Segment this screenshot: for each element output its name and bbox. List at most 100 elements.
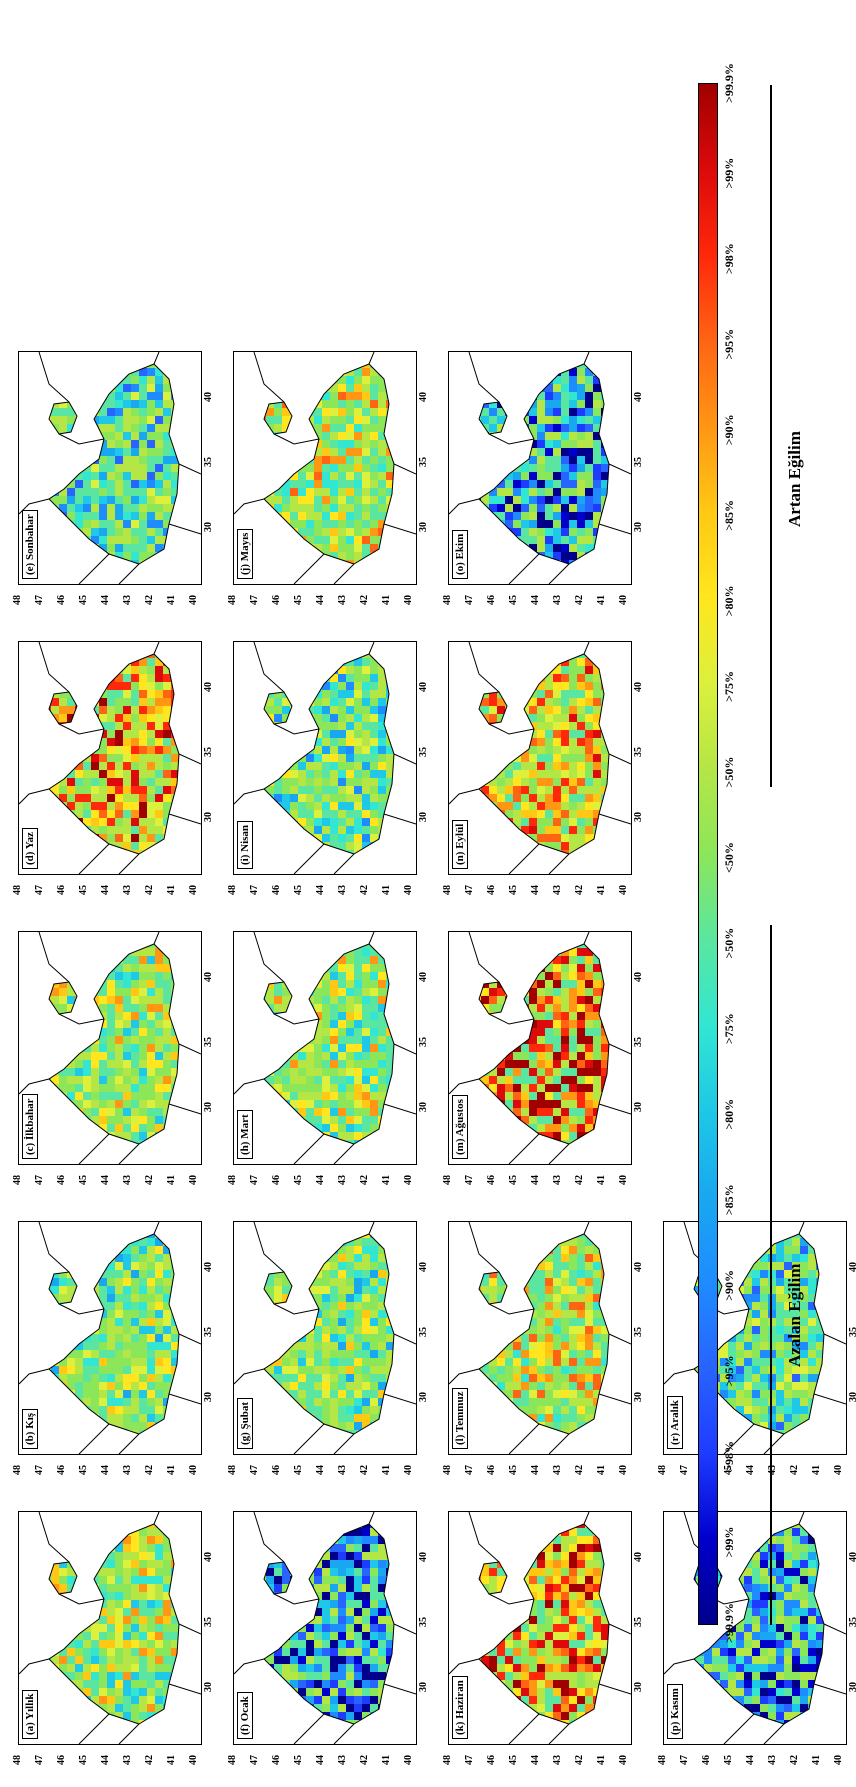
lon-tick-label: 40 [203, 682, 214, 692]
lon-tick-label: 35 [203, 1327, 214, 1337]
lat-tick-label: 42 [574, 595, 585, 605]
lat-tick-label: 47 [249, 885, 260, 895]
lat-tick-label: 48 [227, 1465, 238, 1475]
lat-tick-label: 44 [100, 595, 111, 605]
map-frame [448, 351, 632, 585]
lat-tick-label: 42 [144, 1465, 155, 1475]
lon-tick-label: 35 [203, 1617, 214, 1627]
lon-tick-label: 40 [418, 682, 429, 692]
lat-tick-label: 41 [596, 1465, 607, 1475]
lat-tick-label: 43 [552, 1175, 563, 1185]
lon-tick-label: 40 [418, 972, 429, 982]
lon-tick-label: 30 [418, 1682, 429, 1692]
lat-tick-label: 47 [249, 595, 260, 605]
colorbar-tick-label: <50% [722, 842, 736, 873]
lat-tick-label: 45 [293, 595, 304, 605]
lat-tick-label: 47 [34, 1465, 45, 1475]
lat-tick-label: 40 [188, 1755, 199, 1765]
lat-tick-label: 46 [56, 1465, 67, 1475]
lat-tick-label: 44 [315, 1755, 326, 1765]
lat-tick-label: 43 [337, 1175, 348, 1185]
increase-arrow [770, 85, 772, 787]
lat-tick-label: 40 [403, 595, 414, 605]
map-panel: (e) Sonbahar 48 47 46 45 44 43 42 41 40 30 35 40 [10, 339, 215, 607]
lat-tick-label: 42 [574, 885, 585, 895]
lat-tick-label: 44 [315, 885, 326, 895]
lat-tick-label: 47 [34, 1175, 45, 1185]
lat-tick-label: 44 [530, 1175, 541, 1185]
map-frame [448, 641, 632, 875]
lat-tick-label: 42 [144, 1175, 155, 1185]
lat-tick-label: 45 [508, 1175, 519, 1185]
lat-tick-label: 41 [381, 885, 392, 895]
lat-tick-label: 43 [337, 1465, 348, 1475]
lat-tick-label: 48 [12, 1175, 23, 1185]
black-sea-map [18, 641, 202, 875]
map-panel: (d) Yaz 48 47 46 45 44 43 42 41 40 30 35 40 [10, 629, 215, 897]
lat-tick-label: 46 [271, 1755, 282, 1765]
black-sea-map [18, 1221, 202, 1455]
lat-tick-label: 40 [188, 595, 199, 605]
lat-tick-label: 45 [508, 595, 519, 605]
lat-tick-label: 46 [56, 1755, 67, 1765]
lat-tick-label: 40 [403, 885, 414, 895]
lat-tick-label: 46 [486, 885, 497, 895]
lon-tick-label: 30 [203, 812, 214, 822]
lat-tick-label: 41 [166, 885, 177, 895]
lat-tick-label: 47 [34, 595, 45, 605]
lat-tick-label: 47 [249, 1465, 260, 1475]
colorbar-tick-label: >75% [722, 1013, 736, 1045]
map-panel: (o) Ekim 48 47 46 45 44 43 42 41 40 30 35 40 [440, 339, 645, 607]
lat-tick-label: 41 [381, 1755, 392, 1765]
lat-tick-label: 47 [34, 885, 45, 895]
panel-title: (b) Kış [22, 1408, 38, 1449]
map-panel: (k) Haziran 48 47 46 45 44 43 42 41 40 30 35 40 [440, 1499, 645, 1767]
lat-tick-label: 48 [442, 885, 453, 895]
lon-tick-label: 40 [203, 1262, 214, 1272]
map-frame [233, 351, 417, 585]
panel-title: (n) Eylül [452, 819, 468, 869]
lat-tick-label: 48 [227, 595, 238, 605]
lon-tick-label: 30 [633, 1392, 644, 1402]
lat-tick-label: 46 [56, 1175, 67, 1185]
lat-tick-label: 40 [403, 1175, 414, 1185]
lat-tick-label: 42 [144, 1755, 155, 1765]
lon-tick-label: 40 [418, 1552, 429, 1562]
map-frame [18, 931, 202, 1165]
lon-tick-label: 30 [418, 522, 429, 532]
lat-tick-label: 40 [188, 885, 199, 895]
map-frame [448, 1221, 632, 1455]
lat-tick-label: 47 [464, 1465, 475, 1475]
lat-tick-label: 43 [122, 1465, 133, 1475]
lat-tick-label: 44 [100, 885, 111, 895]
decrease-title: Azalan Eğilim [785, 1263, 804, 1367]
lat-tick-label: 42 [359, 885, 370, 895]
colorbar-tick-label: >85% [722, 1184, 736, 1216]
lat-tick-label: 44 [315, 595, 326, 605]
lat-tick-label: 44 [315, 1465, 326, 1475]
lat-tick-label: 41 [596, 885, 607, 895]
lat-tick-label: 47 [249, 1755, 260, 1765]
lon-tick-label: 40 [203, 1552, 214, 1562]
lat-tick-label: 45 [78, 1175, 89, 1185]
map-frame [18, 1511, 202, 1745]
black-sea-map [448, 1221, 632, 1455]
map-panel: (l) Temmuz 48 47 46 45 44 43 42 41 40 30 35 40 [440, 1209, 645, 1477]
lat-tick-label: 48 [227, 1175, 238, 1185]
lat-tick-label: 48 [657, 1755, 668, 1765]
lon-tick-label: 35 [633, 747, 644, 757]
lon-tick-label: 30 [418, 812, 429, 822]
lon-tick-label: 30 [203, 1102, 214, 1112]
lon-tick-label: 40 [418, 1262, 429, 1272]
map-frame [233, 931, 417, 1165]
colorbar-tick-label: >50% [722, 927, 736, 959]
lat-tick-label: 42 [574, 1755, 585, 1765]
panel-title: (f) Ocak [237, 1692, 253, 1739]
colorbar-tick-label: >95% [722, 1355, 736, 1387]
lat-tick-label: 48 [12, 1465, 23, 1475]
black-sea-map [448, 931, 632, 1165]
colorbar-tick-label: >90% [722, 1269, 736, 1301]
lat-tick-label: 46 [56, 595, 67, 605]
black-sea-map [448, 1511, 632, 1745]
